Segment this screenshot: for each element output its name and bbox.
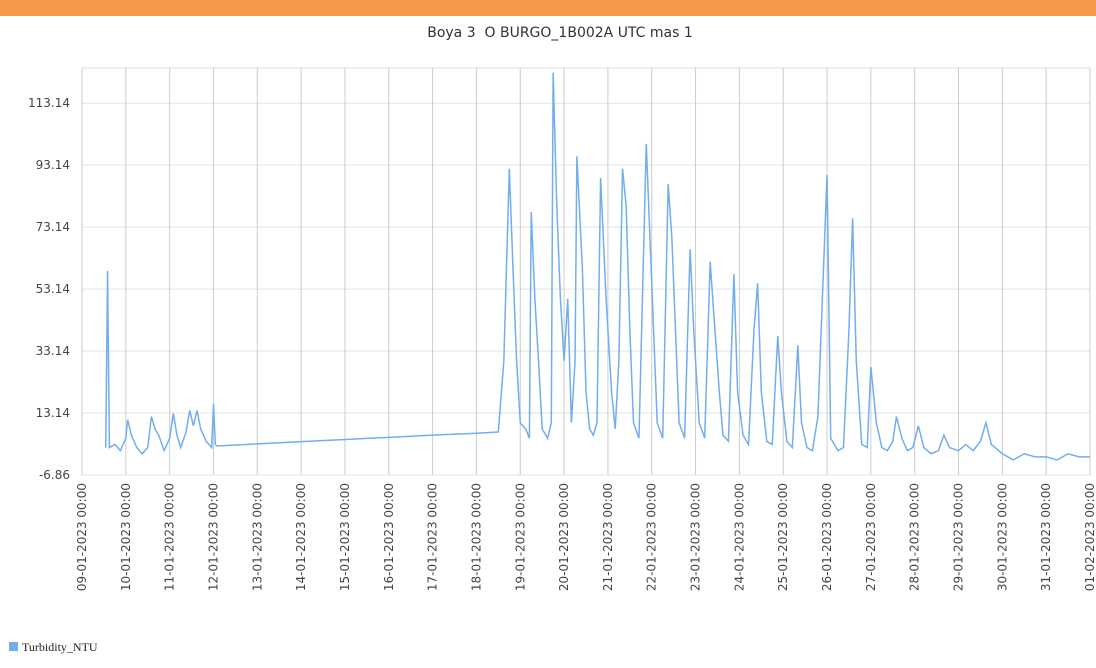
x-tick-label: 31-01-2023 00:00 (1039, 483, 1053, 591)
x-tick-label: 21-01-2023 00:00 (601, 483, 615, 591)
x-tick-label: 23-01-2023 00:00 (689, 483, 703, 591)
x-tick-label: 09-01-2023 00:00 (75, 483, 89, 591)
x-tick-label: 26-01-2023 00:00 (820, 483, 834, 591)
y-tick-label: 113.14 (28, 96, 70, 110)
x-tick-label: 01-02-2023 00:00 (1083, 483, 1096, 591)
y-tick-label: 53.14 (36, 282, 70, 296)
data-line (104, 72, 1090, 461)
y-tick-label: 73.14 (36, 220, 70, 234)
legend-swatch (9, 642, 18, 651)
x-tick-label: 15-01-2023 00:00 (338, 483, 352, 591)
x-tick-label: 29-01-2023 00:00 (952, 483, 966, 591)
header-bar (0, 0, 1096, 16)
x-tick-label: 22-01-2023 00:00 (645, 483, 659, 591)
y-tick-label: 13.14 (36, 406, 70, 420)
x-tick-label: 28-01-2023 00:00 (908, 483, 922, 591)
y-tick-label: 93.14 (36, 158, 70, 172)
x-tick-label: 20-01-2023 00:00 (557, 483, 571, 591)
x-tick-label: 25-01-2023 00:00 (776, 483, 790, 591)
x-tick-label: 14-01-2023 00:00 (294, 483, 308, 591)
x-tick-label: 19-01-2023 00:00 (513, 483, 527, 591)
x-tick-label: 12-01-2023 00:00 (206, 483, 220, 591)
x-tick-label: 13-01-2023 00:00 (250, 483, 264, 591)
x-tick-label: 16-01-2023 00:00 (382, 483, 396, 591)
x-tick-label: 11-01-2023 00:00 (163, 483, 177, 591)
y-tick-label: 33.14 (36, 344, 70, 358)
chart-title: Boya 3 O BURGO_1B002A UTC mas 1 (427, 25, 693, 41)
x-tick-label: 18-01-2023 00:00 (469, 483, 483, 591)
legend-label: Turbidity_NTU (22, 640, 98, 654)
x-tick-label: 27-01-2023 00:00 (864, 483, 878, 591)
x-tick-label: 10-01-2023 00:00 (119, 483, 133, 591)
x-tick-label: 30-01-2023 00:00 (995, 483, 1009, 591)
x-tick-label: 17-01-2023 00:00 (426, 483, 440, 591)
x-tick-label: 24-01-2023 00:00 (732, 483, 746, 591)
plot-frame (81, 67, 1091, 476)
y-tick-label: -6.86 (39, 468, 70, 482)
